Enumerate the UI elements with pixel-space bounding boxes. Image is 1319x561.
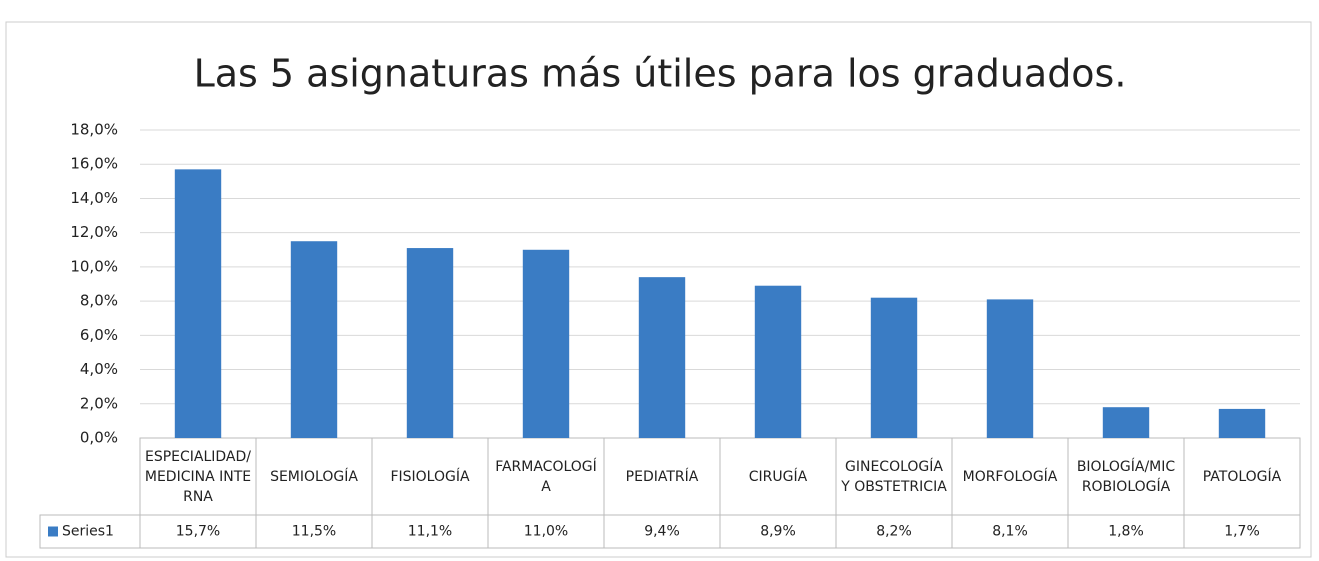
bar — [174, 169, 222, 438]
x-tick-label: PATOLOGÍA — [1202, 468, 1282, 485]
x-category-cell: FISIOLOGÍA — [390, 468, 470, 485]
x-tick-label: FISIOLOGÍA — [390, 468, 470, 485]
data-label: 8,1% — [992, 524, 1028, 540]
bar — [522, 249, 570, 438]
legend-swatch — [48, 526, 58, 537]
x-category-cell: PEDIATRÍA — [625, 468, 699, 485]
y-tick-label: 10,0% — [70, 257, 118, 275]
data-label: 1,7% — [1224, 524, 1260, 540]
bar — [1102, 407, 1150, 438]
x-category-cell: ESPECIALIDAD/MEDICINA INTERNA — [144, 448, 252, 505]
bar — [986, 299, 1034, 438]
x-tick-label: MORFOLOGÍA — [962, 468, 1058, 485]
y-tick-label: 4,0% — [80, 360, 118, 378]
y-tick-label: 2,0% — [80, 394, 118, 412]
x-category-cell: BIOLOGÍA/MICROBIOLOGÍA — [1076, 458, 1176, 495]
bar — [754, 285, 802, 438]
table-legend-cell — [39, 514, 141, 549]
y-tick-label: 14,0% — [70, 189, 118, 207]
x-category-cell: MORFOLOGÍA — [962, 468, 1058, 485]
x-tick-label: FARMACOLOGÍA — [495, 458, 597, 495]
data-label: 11,1% — [408, 524, 452, 540]
data-label: 9,4% — [644, 524, 680, 540]
bar — [1218, 408, 1266, 438]
bar — [406, 248, 454, 438]
y-tick-label: 8,0% — [80, 292, 118, 310]
data-label: 11,5% — [292, 524, 336, 540]
data-label: 15,7% — [176, 524, 220, 540]
data-label: 1,8% — [1108, 524, 1144, 540]
y-tick-label: 18,0% — [70, 121, 118, 139]
x-tick-label: GINECOLOGÍA Y OBSTETRICIA — [841, 458, 947, 495]
x-category-cell: PATOLOGÍA — [1202, 468, 1282, 485]
data-label: 8,2% — [876, 524, 912, 540]
bar — [638, 277, 686, 438]
y-tick-label: 12,0% — [70, 223, 118, 241]
y-tick-label: 0,0% — [80, 429, 118, 447]
chart-title: Las 5 asignaturas más útiles para los gr… — [194, 52, 1127, 96]
y-tick-label: 6,0% — [80, 326, 118, 344]
x-category-cell: SEMIOLOGÍA — [270, 468, 358, 485]
x-category-cell: GINECOLOGÍA Y OBSTETRICIA — [841, 458, 947, 495]
x-category-cell: CIRUGÍA — [748, 468, 808, 485]
bar — [870, 297, 918, 438]
x-tick-label: ESPECIALIDAD/MEDICINA INTERNA — [144, 448, 252, 505]
data-label: 8,9% — [760, 524, 796, 540]
x-category-cell: FARMACOLOGÍA — [495, 458, 597, 495]
x-tick-label: BIOLOGÍA/MICROBIOLOGÍA — [1076, 458, 1176, 495]
x-tick-label: SEMIOLOGÍA — [270, 468, 358, 485]
x-tick-label: CIRUGÍA — [748, 468, 808, 485]
y-tick-label: 16,0% — [70, 155, 118, 173]
data-label: 11,0% — [524, 524, 568, 540]
x-tick-label: PEDIATRÍA — [625, 468, 699, 485]
legend-label: Series1 — [62, 524, 114, 540]
bar — [290, 241, 338, 438]
